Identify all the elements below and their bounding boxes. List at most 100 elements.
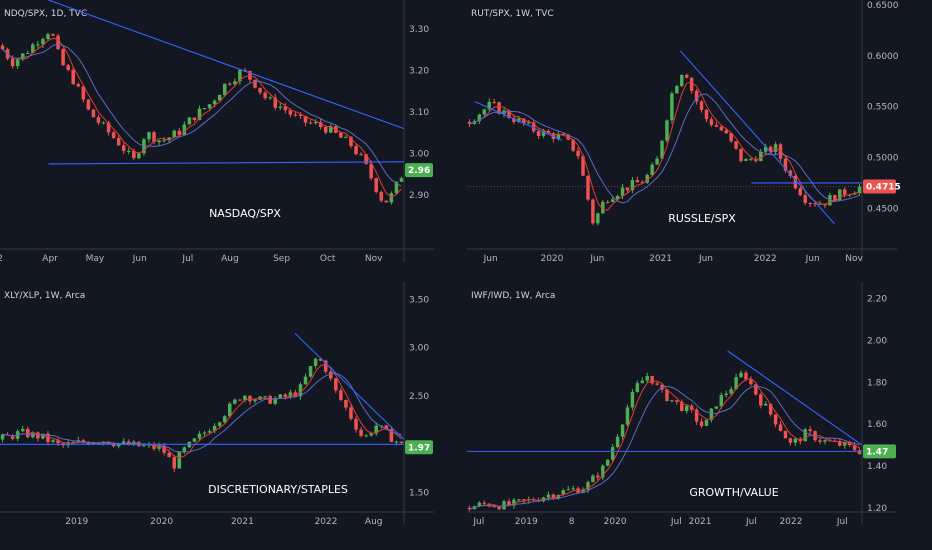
- panel-4-candle-6: [497, 506, 501, 510]
- panel-2-candle-75: [838, 189, 842, 201]
- panel-3-candle-65: [329, 371, 333, 379]
- panel-4-candle-55: [739, 372, 743, 378]
- panel-1-candle-46: [233, 81, 237, 85]
- panel-3-trendline-0: [294, 332, 405, 440]
- panel-2-candle-52: [724, 130, 728, 134]
- panel-1-candle-35: [177, 130, 182, 135]
- panel-1-candle-69: [349, 136, 353, 147]
- panel-4-last-value-text: 1.47: [866, 447, 888, 457]
- panel-2-trendline-1: [679, 50, 835, 224]
- panel-3-candle-22: [111, 444, 116, 447]
- panel-1-candle-68: [344, 136, 348, 138]
- panel-4-y-tick-0: 2.20: [867, 295, 887, 305]
- panel-1-candle-57: [288, 110, 293, 115]
- panel-1-candle-52: [263, 92, 267, 99]
- panel-4-x-tick-8: Jul: [836, 517, 848, 527]
- panel-2-candle-69: [808, 203, 812, 205]
- panel-3-candle-73: [369, 433, 373, 436]
- panel-2-candle-25: [591, 199, 595, 224]
- panel-4-ma-slow: [469, 385, 860, 510]
- panel-2-x-tick-5: 2022: [754, 254, 777, 264]
- panel-2-candle-63: [778, 144, 783, 159]
- panel-2-candle-4: [487, 101, 491, 110]
- panel-1-candle-30: [152, 132, 156, 143]
- panel-2-candle-31: [620, 187, 625, 196]
- panel-4-candle-64: [783, 430, 788, 439]
- panel-1-candle-45: [228, 83, 232, 85]
- panel-2-candle-68: [803, 195, 807, 204]
- panel-1-candle-34: [172, 130, 176, 138]
- panel-3-candle-18: [91, 442, 96, 445]
- panel-1-candle-11: [56, 35, 60, 50]
- panel-2-candle-36: [645, 174, 649, 183]
- panel-1-candle-5: [26, 52, 30, 54]
- panel-1-trendline-1: [48, 161, 405, 165]
- panel-3-y-tick-1: 3.00: [409, 344, 429, 354]
- panel-1-x-tick-2: May: [86, 254, 105, 264]
- panel-3-candle-71: [359, 429, 363, 436]
- panel-2-candle-71: [818, 203, 822, 205]
- panel-2-candle-14: [536, 131, 541, 136]
- panel-3-candle-42: [212, 425, 217, 432]
- panel-2-y-tick-0: 0.6500: [867, 1, 899, 11]
- panel-3-candle-77: [389, 429, 394, 442]
- panel-4-candle-65: [788, 438, 793, 443]
- panel-3-x-tick-3: 2022: [315, 517, 338, 527]
- panel-1-candle-60: [303, 115, 308, 123]
- panel-3-candle-46: [233, 399, 237, 404]
- panel-4-candle-28: [605, 459, 610, 466]
- panel-2-y-tick-2: 0.5500: [867, 103, 899, 113]
- panel-1-candle-74: [374, 178, 378, 192]
- panel-3-candle-35: [177, 451, 182, 469]
- panel-2-candle-26: [596, 213, 600, 224]
- panel-4-candle-43: [680, 401, 684, 412]
- panel-3-candle-23: [116, 443, 121, 447]
- panel-1-candle-54: [273, 97, 277, 108]
- panel-2-candle-9: [512, 117, 516, 123]
- panel-4-x-tick-3: 2020: [604, 517, 627, 527]
- panel-2-candle-34: [635, 180, 640, 183]
- panel-1-candle-71: [359, 154, 363, 156]
- panel-1-candle-19: [96, 117, 101, 123]
- panel-2-x-tick-7: Nov: [845, 254, 863, 264]
- panel-1-last-value-text: 2.96: [408, 166, 430, 176]
- panel-2-x-tick-1: 2020: [540, 254, 563, 264]
- panel-2-candle-35: [640, 182, 645, 184]
- panel-2-candle-28: [605, 201, 610, 203]
- panel-3-candle-8: [41, 433, 45, 439]
- panel-1-candle-3: [15, 59, 20, 67]
- panel-1-candle-41: [207, 104, 212, 109]
- panel-4-candle-68: [803, 429, 807, 442]
- panel-4-candle-3: [482, 502, 487, 504]
- panel-4-candle-37: [650, 375, 654, 384]
- panel-3-ma-slow: [2, 372, 402, 453]
- panel-2-candle-13: [531, 122, 536, 132]
- panel-4-x-tick-6: Jul: [745, 517, 757, 527]
- panel-3-candle-78: [394, 441, 399, 443]
- panel-3-candle-67: [339, 390, 343, 401]
- panel-4-candle-2: [477, 502, 482, 507]
- panel-1-candle-79: [399, 178, 404, 182]
- panel-2-candle-27: [601, 201, 605, 214]
- panel-2-x-tick-6: Jun: [805, 254, 820, 264]
- panel-2-last-value-text: 0.4715: [866, 182, 901, 192]
- panel-1-candle-20: [101, 122, 106, 124]
- panel-4-candle-78: [852, 445, 857, 451]
- panel-3-y-tick-0: 3.50: [409, 295, 429, 305]
- panel-1-candle-9: [46, 34, 50, 40]
- panel-4-candle-19: [561, 490, 566, 495]
- panel-3-candle-45: [228, 403, 232, 417]
- panel-3-candle-9: [46, 433, 50, 442]
- panel-2-candle-19: [561, 133, 566, 136]
- panel-4-candle-26: [596, 475, 600, 478]
- panel-1-candle-58: [293, 114, 298, 116]
- panel-2-candle-24: [586, 175, 590, 200]
- panel-1-x-tick-4: Jul: [181, 254, 193, 264]
- panel-2-trendline-0: [474, 101, 563, 141]
- panel-1-candle-65: [329, 126, 333, 133]
- panel-1-candle-64: [323, 126, 328, 133]
- panel-3-candle-74: [374, 425, 378, 434]
- panel-2-candle-47: [699, 101, 704, 110]
- panel-4-x-tick-2: 8: [569, 517, 575, 527]
- panel-3-annotation: DISCRETIONARY/STAPLES: [208, 483, 348, 496]
